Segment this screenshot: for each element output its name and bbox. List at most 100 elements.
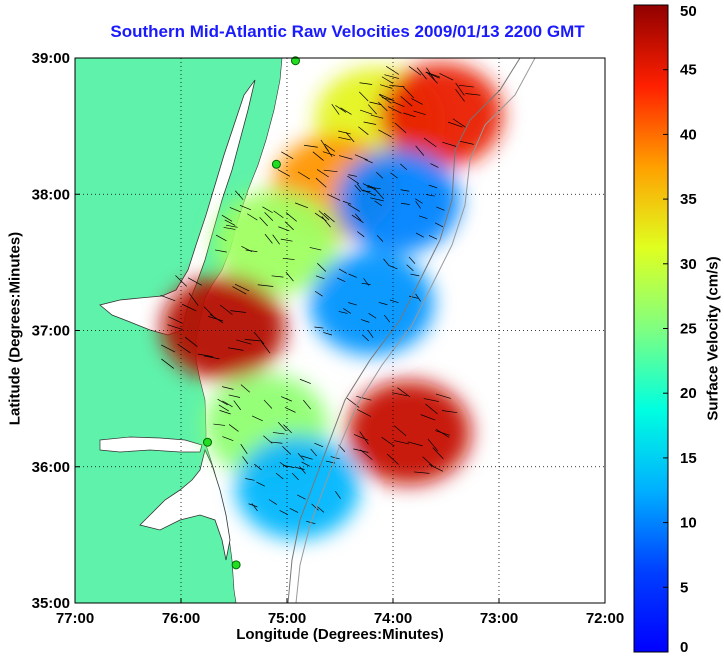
velocity-arrow bbox=[219, 304, 233, 315]
x-tick-label: 74:00 bbox=[374, 610, 412, 627]
velocity-arrow bbox=[222, 436, 234, 441]
velocity-arrow bbox=[359, 82, 373, 85]
x-tick-label: 75:00 bbox=[268, 610, 306, 627]
velocity-arrow bbox=[436, 206, 445, 211]
velocity-arrow bbox=[317, 263, 327, 272]
velocity-arrow bbox=[272, 234, 280, 245]
velocity-arrow bbox=[175, 275, 188, 287]
colorbar-tick-label: 5 bbox=[680, 579, 688, 596]
velocity-arrow bbox=[260, 340, 271, 354]
y-tick-label: 37:00 bbox=[32, 323, 70, 340]
velocity-arrow bbox=[347, 203, 360, 212]
velocity-arrow bbox=[413, 110, 426, 116]
x-tick-label: 73:00 bbox=[480, 610, 518, 627]
velocity-arrow bbox=[415, 232, 424, 238]
radar-station-marker bbox=[231, 560, 241, 570]
velocity-arrow bbox=[410, 273, 420, 277]
velocity-arrow bbox=[351, 214, 364, 223]
velocity-arrow bbox=[423, 137, 437, 148]
velocity-arrow bbox=[426, 72, 438, 84]
velocity-arrow bbox=[425, 71, 440, 79]
grid-lines bbox=[75, 58, 605, 603]
velocity-arrow bbox=[279, 510, 289, 515]
velocity-arrow bbox=[338, 136, 351, 141]
velocity-arrow bbox=[273, 210, 284, 219]
velocity-arrow bbox=[304, 144, 318, 148]
velocity-arrow bbox=[389, 84, 405, 88]
velocity-arrow bbox=[320, 139, 330, 152]
velocity-arrow bbox=[400, 163, 408, 171]
velocity-arrow bbox=[415, 293, 421, 302]
colorbar-tick-label: 15 bbox=[680, 450, 697, 467]
chesapeake-bay bbox=[99, 79, 256, 336]
radar-station-marker bbox=[203, 437, 212, 447]
y-axis-ticks: 35:00 36:00 37:00 38:00 39:00 bbox=[32, 50, 80, 612]
colorbar-tick-label: 40 bbox=[680, 126, 697, 143]
velocity-arrow bbox=[301, 461, 311, 467]
x-tick-label: 77:00 bbox=[56, 610, 94, 627]
velocity-arrow bbox=[406, 264, 414, 271]
velocity-arrow bbox=[378, 302, 388, 306]
velocity-arrow bbox=[408, 256, 416, 264]
velocity-arrow bbox=[323, 332, 333, 336]
velocity-arrow bbox=[336, 277, 346, 283]
velocity-field bbox=[161, 63, 503, 540]
velocity-arrow bbox=[441, 410, 458, 414]
velocity-region-southeast-jet bbox=[346, 380, 471, 485]
velocity-arrow bbox=[322, 151, 336, 156]
velocity-arrow bbox=[315, 275, 325, 280]
velocity-arrow bbox=[240, 443, 248, 455]
velocity-arrow bbox=[392, 101, 405, 108]
radar-station-marker bbox=[271, 159, 281, 169]
velocity-arrow bbox=[428, 184, 438, 189]
velocity-arrow bbox=[357, 231, 365, 238]
velocity-arrow bbox=[314, 442, 324, 448]
velocity-arrow bbox=[257, 284, 274, 287]
velocity-arrow bbox=[354, 184, 361, 192]
velocity-arrow bbox=[167, 324, 183, 330]
velocity-arrow bbox=[384, 314, 391, 323]
velocity-arrow bbox=[386, 66, 400, 75]
colorbar-tick-label: 10 bbox=[680, 515, 697, 532]
albemarle-sound bbox=[99, 436, 203, 453]
velocity-arrow bbox=[430, 163, 439, 168]
velocity-arrow bbox=[285, 271, 294, 282]
velocity-arrow bbox=[357, 409, 372, 417]
velocity-arrow bbox=[277, 422, 287, 432]
velocity-arrow bbox=[222, 400, 233, 408]
velocity-arrow bbox=[312, 151, 324, 161]
velocity-arrow bbox=[251, 503, 258, 512]
velocity-arrow bbox=[270, 441, 283, 444]
velocity-arrow bbox=[423, 398, 439, 402]
velocity-arrow bbox=[263, 435, 273, 444]
velocity-arrow bbox=[452, 118, 466, 128]
velocity-arrow bbox=[284, 221, 294, 231]
velocity-arrow bbox=[254, 463, 262, 471]
velocity-arrow bbox=[203, 306, 216, 319]
velocity-arrow bbox=[369, 101, 382, 106]
velocity-arrow bbox=[435, 428, 450, 438]
velocity-arrow bbox=[310, 448, 317, 457]
velocity-arrow bbox=[263, 399, 273, 409]
velocity-arrow bbox=[291, 472, 299, 481]
velocity-arrow bbox=[391, 392, 408, 397]
velocity-arrow bbox=[188, 292, 199, 306]
velocity-arrow bbox=[285, 212, 297, 222]
bathymetry-contour bbox=[287, 58, 521, 603]
velocity-arrow bbox=[280, 396, 292, 402]
velocity-arrow bbox=[324, 143, 336, 152]
velocity-arrow bbox=[219, 410, 231, 415]
velocity-arrow bbox=[381, 436, 395, 447]
colorbar-ticks: 0 5 10 15 20 25 30 35 40 45 50 bbox=[663, 3, 697, 656]
velocity-arrow bbox=[364, 159, 373, 164]
velocity-arrow bbox=[256, 481, 265, 487]
velocity-arrow bbox=[282, 257, 295, 260]
velocity-arrow bbox=[338, 268, 347, 274]
colorbar-tick-label: 35 bbox=[680, 191, 697, 208]
velocity-arrow bbox=[251, 415, 263, 422]
velocity-arrow bbox=[428, 235, 438, 240]
velocity-region-eastern-slow bbox=[336, 149, 461, 254]
velocity-arrow bbox=[400, 96, 413, 107]
velocity-arrow bbox=[244, 339, 261, 342]
velocity-arrow bbox=[420, 414, 436, 421]
